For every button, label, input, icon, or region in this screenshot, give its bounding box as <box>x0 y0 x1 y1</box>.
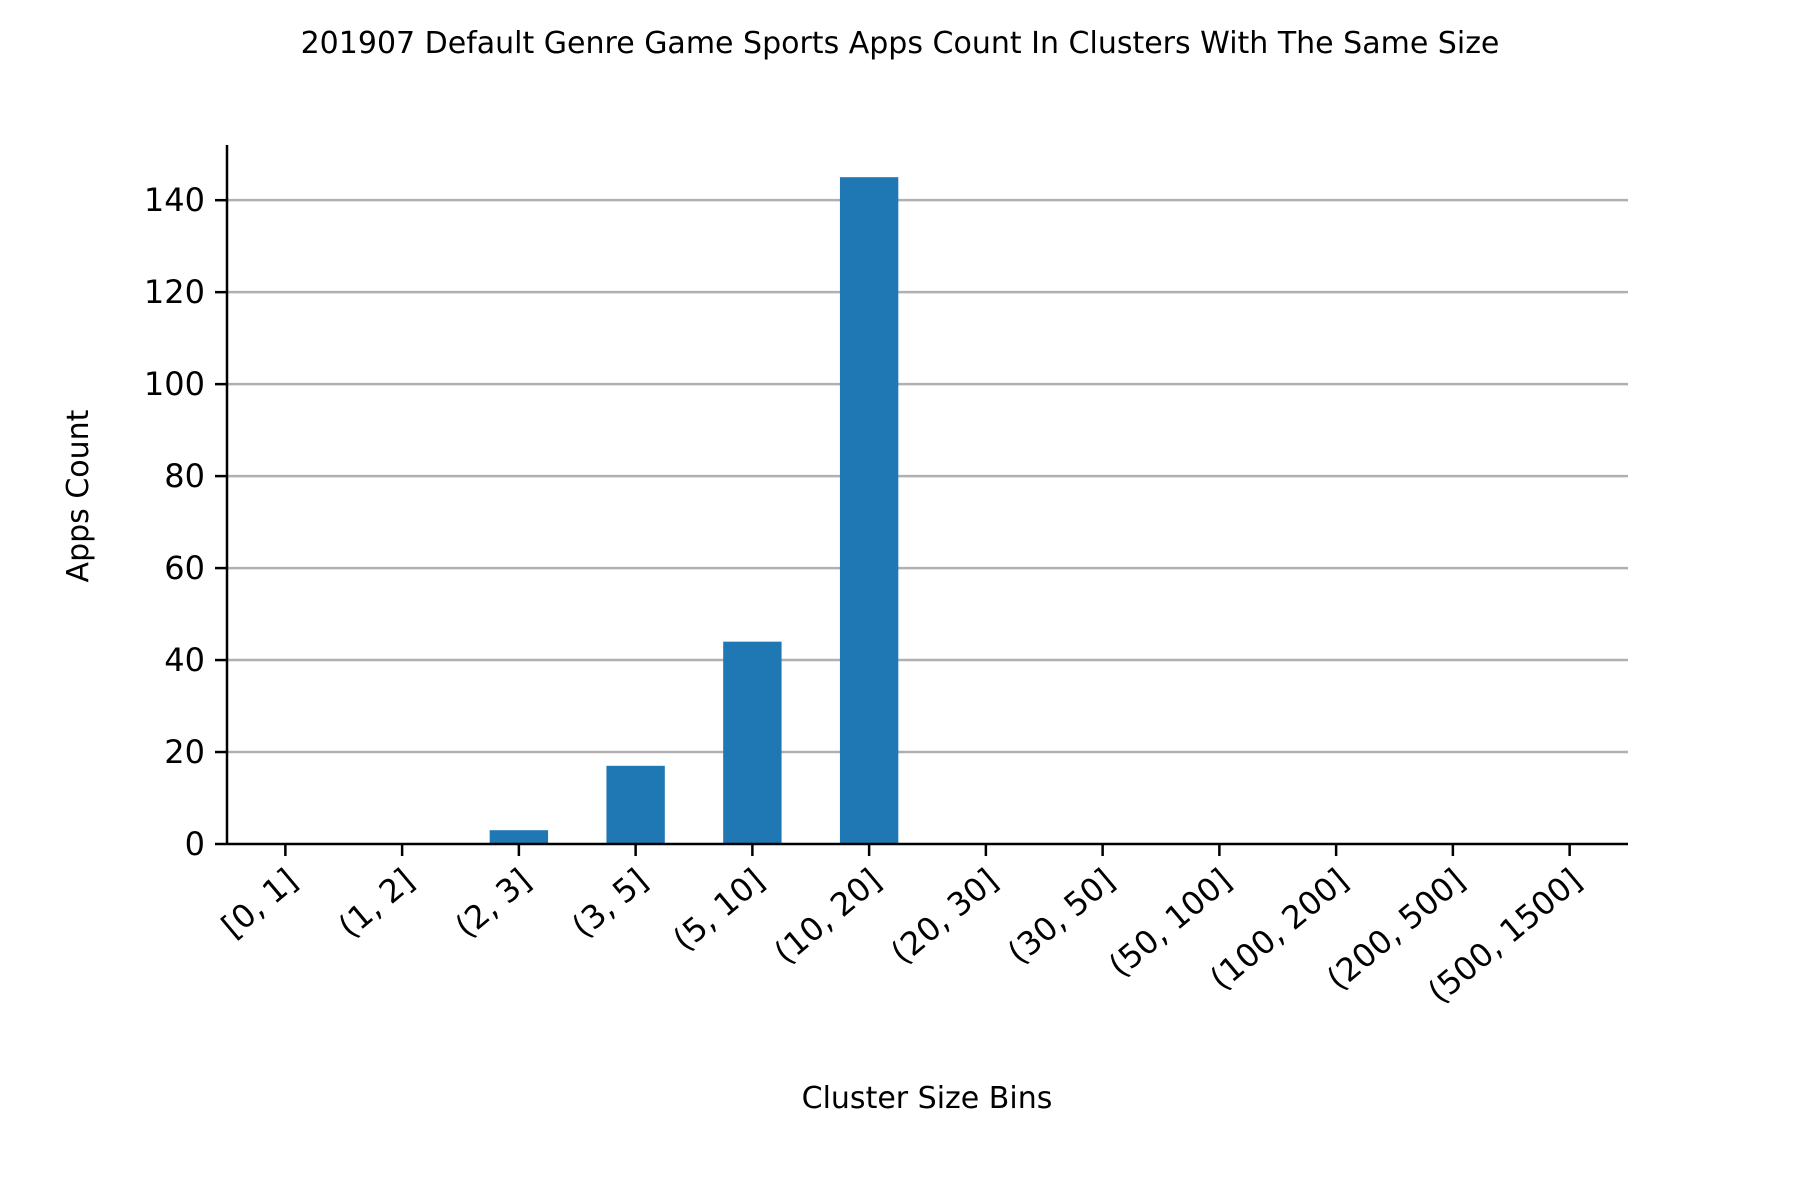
x-tick-label: (3, 5] <box>564 861 654 945</box>
y-tick-label: 100 <box>144 365 205 403</box>
x-tick-layer: [0, 1] (1, 2] (2, 3] (3, 5] (5, 10](10, 20](… <box>214 844 1589 1011</box>
bar-layer <box>489 177 899 844</box>
x-tick-label: (2, 3] <box>448 861 538 945</box>
y-tick-label: 0 <box>185 825 205 863</box>
bar <box>723 641 782 844</box>
bar <box>489 830 549 844</box>
y-tick-label: 20 <box>164 733 205 771</box>
y-tick-label: 120 <box>144 273 205 311</box>
chart-title: 201907 Default Genre Game Sports Apps Co… <box>301 26 1500 61</box>
x-axis-label: Cluster Size Bins <box>802 1081 1053 1116</box>
axis-layer <box>225 145 1628 846</box>
bar <box>839 177 899 844</box>
x-tick-label: (5, 10] <box>666 861 772 958</box>
x-tick-label: [0, 1] <box>214 861 304 945</box>
y-tick-layer: 0 20 40 60 80 100 120 140 <box>144 181 227 863</box>
y-tick-label: 60 <box>164 549 205 587</box>
x-tick-label: (10, 20] <box>767 861 889 972</box>
y-tick-label: 40 <box>164 641 205 679</box>
y-tick-label: 140 <box>144 181 205 219</box>
x-tick-label: (1, 2] <box>331 861 421 945</box>
grid-layer <box>227 198 1628 754</box>
bar <box>606 765 665 844</box>
y-axis-label: Apps Count <box>61 409 96 582</box>
y-tick-label: 80 <box>164 457 205 495</box>
x-tick-label: (20, 30] <box>883 861 1005 972</box>
